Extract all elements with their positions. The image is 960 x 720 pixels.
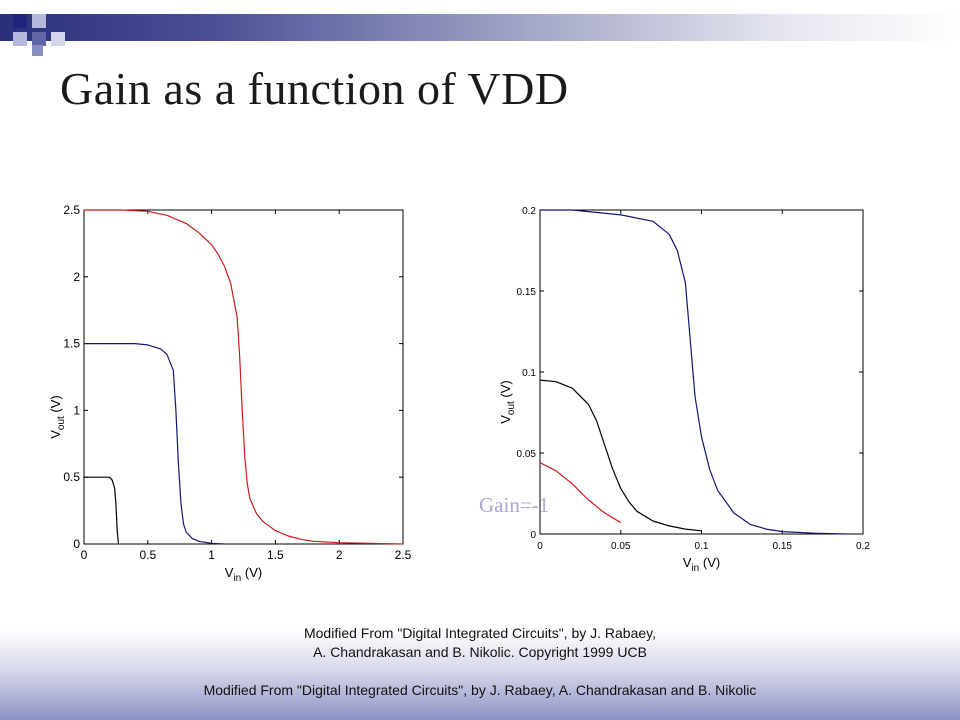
x-tick-label: 0.15 [773,541,793,552]
plot-frame [83,209,404,545]
x-tick-label: 1.5 [267,548,284,562]
y-tick-label: 0.15 [517,287,537,298]
y-tick-label: 0 [73,537,80,551]
series-line-red [539,462,622,524]
y-tick-label: 2.5 [63,203,80,217]
series-line-red [84,209,404,545]
x-tick-label: 0.2 [856,541,870,552]
x-tick-label: 0 [537,541,543,552]
x-tick-label: 1 [208,548,215,562]
logo-square-mid [32,45,43,56]
x-tick-label: 0.1 [695,541,709,552]
x-tick-label: 0.5 [139,548,156,562]
chart-2: 0 0.05 0.1 0.15 0.2 0 0.05 0.1 0.15 0.2 Vin (V) Vou… [498,206,870,574]
y-tick-label: 0.1 [522,368,536,379]
slide-title: Gain as a function of VDD [60,63,569,114]
gain-annotation: Gain=-1 [479,493,550,517]
y-tick-label: 0 [530,530,536,541]
series-line-black [539,379,702,532]
x-tick-label: 2 [336,548,343,562]
series-line-blue [84,343,225,545]
y-tick-label: 0.5 [63,470,80,484]
logo-square-light [13,32,27,46]
x-tick-label: 0.05 [611,541,631,552]
x-tick-label: 0 [81,548,88,562]
y-tick-label: 0.05 [517,449,537,460]
logo-square-light [51,32,65,46]
chart-1: 0 0.5 1 1.5 2 2.5 0 0.5 1 1.5 2 2.5 Vin (V) Vout (V) [48,203,412,584]
footer-band [0,630,960,720]
y-axis-label: Vout (V) [48,395,67,439]
x-axis-label: Vin (V) [683,555,720,574]
logo-square-mid [32,32,46,46]
series-line-blue [540,209,847,535]
logo-square-dark [13,14,27,28]
series-line-black [84,476,120,545]
x-tick-label: 2.5 [395,548,412,562]
y-tick-label: 0.2 [522,206,536,217]
y-axis-label: Vout (V) [498,380,517,424]
header-band [0,14,960,41]
y-tick-label: 1 [73,403,80,417]
y-tick-label: 2 [73,270,80,284]
y-tick-label: 1.5 [63,337,80,351]
slide-footer: Modified From "Digital Integrated Circui… [203,682,757,698]
logo-square-light [32,14,46,28]
x-axis-label: Vin (V) [225,565,262,584]
plot-frame [539,209,864,535]
source-note: Modified From "Digital Integrated Circui… [303,625,657,660]
